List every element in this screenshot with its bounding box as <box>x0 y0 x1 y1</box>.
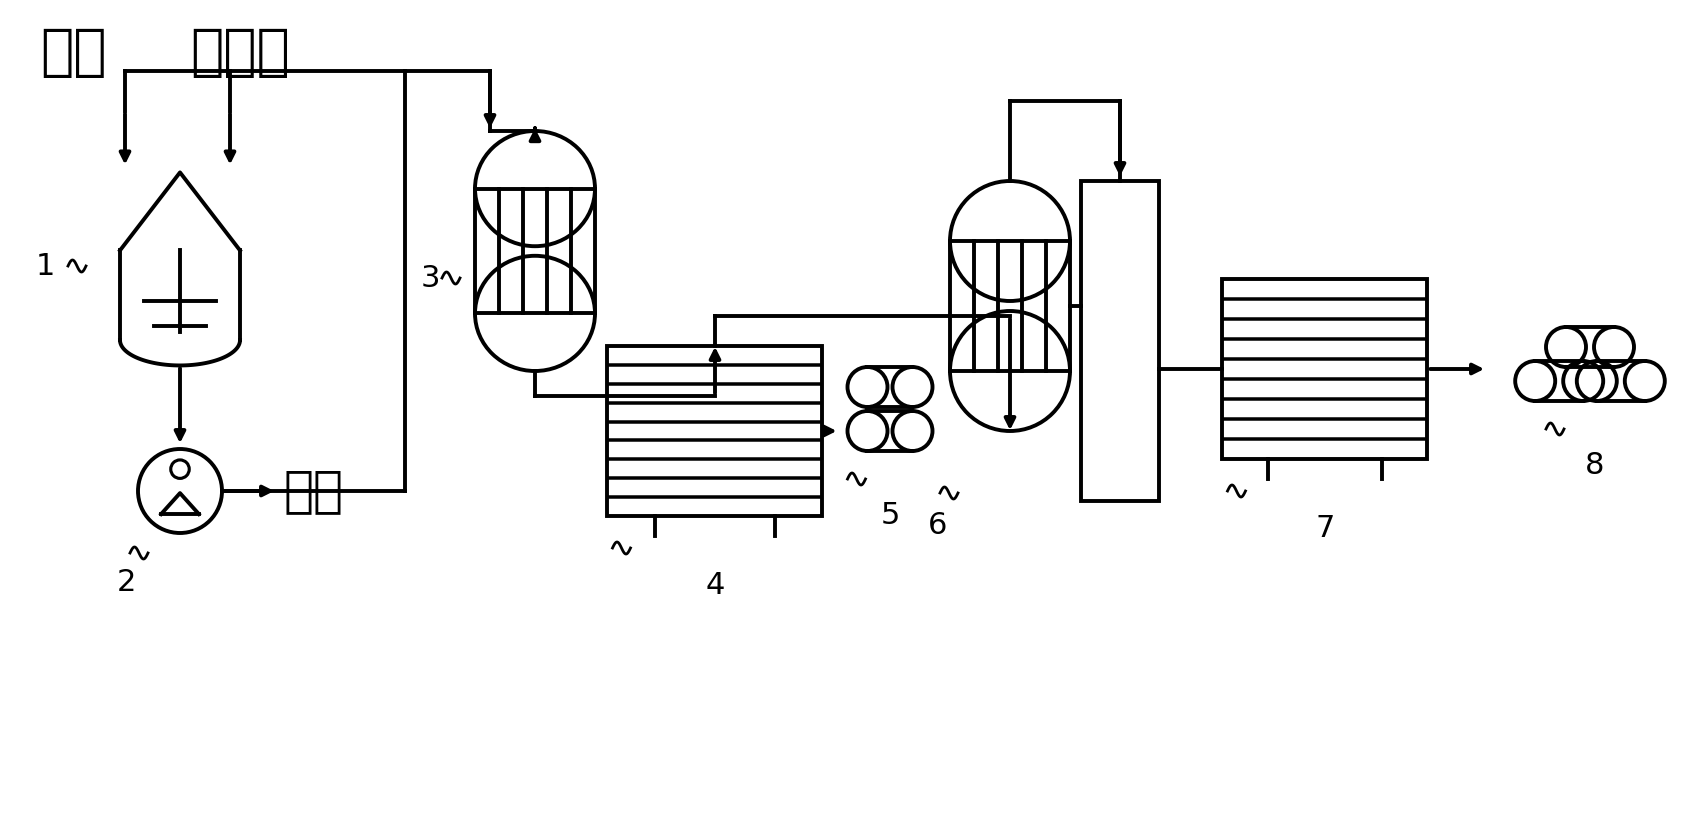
Bar <box>607 346 822 516</box>
Text: 4: 4 <box>705 571 725 600</box>
Text: 硫酸钙: 硫酸钙 <box>190 26 289 80</box>
Text: 7: 7 <box>1315 514 1336 543</box>
Text: 8: 8 <box>1584 451 1605 480</box>
Text: 1: 1 <box>35 251 56 281</box>
Text: 6: 6 <box>928 511 947 540</box>
Text: 3: 3 <box>420 264 441 292</box>
Text: 2: 2 <box>116 568 136 597</box>
Text: 5: 5 <box>880 501 900 530</box>
Text: 焪烧: 焪烧 <box>284 467 345 515</box>
Text: 废渣: 废渣 <box>40 26 106 80</box>
Bar <box>1223 279 1428 459</box>
Bar <box>1082 181 1159 501</box>
